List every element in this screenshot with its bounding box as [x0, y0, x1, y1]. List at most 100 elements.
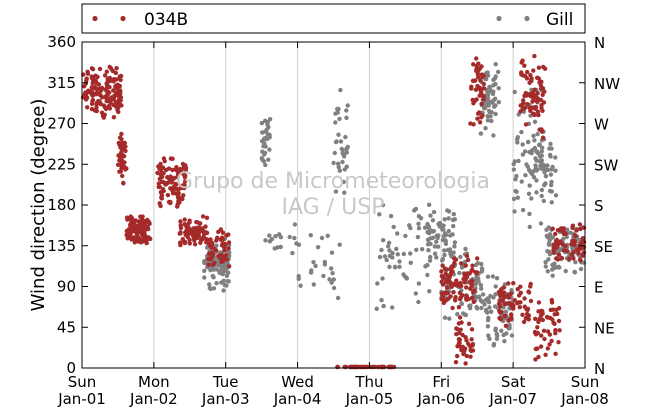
034b-point	[477, 120, 483, 125]
034b-point	[439, 291, 444, 296]
gill-point	[480, 268, 485, 273]
gill-point	[386, 240, 392, 245]
034b-point	[570, 223, 576, 228]
034b-point	[508, 312, 514, 317]
gill-point	[493, 284, 498, 289]
034b-point	[477, 93, 482, 98]
gill-point	[479, 299, 485, 304]
034b-point	[178, 223, 183, 228]
034b-point	[465, 257, 471, 263]
034b-point	[125, 217, 130, 222]
034b-point	[535, 109, 541, 114]
034b-point	[576, 251, 581, 256]
gill-point	[336, 106, 341, 112]
034b-point	[547, 315, 553, 321]
gill-point	[311, 282, 316, 287]
gill-point	[262, 152, 267, 157]
034b-point	[123, 148, 128, 154]
034b-point	[450, 305, 455, 311]
034b-point	[353, 364, 358, 370]
034b-point	[108, 100, 113, 105]
gill-point	[482, 302, 487, 307]
compass-tick-label: W	[594, 116, 609, 134]
watermark-line-2: IAG / USP	[282, 195, 385, 220]
gill-point	[535, 131, 540, 137]
y-tick-label: 270	[47, 115, 76, 133]
gill-point	[344, 108, 349, 113]
034b-point	[138, 214, 143, 219]
gill-point	[493, 292, 498, 297]
034b-point	[156, 181, 161, 186]
034b-point	[500, 290, 505, 295]
gill-point	[337, 168, 342, 173]
034b-point	[349, 364, 354, 370]
034b-point	[477, 110, 482, 115]
gill-point	[211, 286, 217, 291]
compass-tick-label: NE	[594, 319, 615, 337]
034b-point	[506, 318, 511, 323]
compass-tick-label: S	[594, 197, 604, 215]
034b-point	[497, 298, 502, 303]
034b-point	[559, 228, 564, 233]
gill-point	[446, 228, 451, 234]
gill-point	[266, 124, 271, 130]
gill-point	[535, 167, 540, 172]
034b-point	[578, 226, 583, 232]
gill-point	[263, 238, 268, 243]
034b-point	[462, 346, 468, 351]
gill-point	[336, 164, 341, 170]
gill-point	[539, 193, 544, 199]
034b-point	[89, 76, 95, 81]
034b-point	[448, 270, 454, 276]
034b-point	[158, 165, 163, 170]
034b-point	[474, 63, 479, 69]
034b-point	[535, 75, 540, 81]
gill-point	[493, 326, 498, 331]
x-tick-date: Jan-04	[273, 390, 322, 408]
034b-point	[170, 191, 176, 196]
gill-point	[531, 133, 536, 139]
034b-point	[118, 169, 124, 174]
gill-point	[483, 126, 488, 131]
034b-point	[85, 71, 91, 76]
gill-point	[475, 295, 480, 300]
vertical-grid	[153, 42, 514, 368]
034b-point	[129, 235, 134, 240]
gill-point	[380, 276, 385, 281]
034b-point	[469, 337, 474, 342]
034b-point	[178, 219, 183, 224]
gill-point	[480, 292, 486, 297]
gill-point	[377, 254, 383, 260]
gill-point	[296, 276, 301, 281]
gill-point	[538, 221, 544, 226]
gill-point	[441, 233, 447, 239]
legend-marker-gill	[496, 15, 502, 22]
gill-point	[529, 151, 534, 156]
gill-point	[416, 299, 421, 305]
034b-point	[470, 78, 476, 84]
034b-point	[459, 347, 464, 353]
gill-point	[341, 179, 346, 185]
034b-point	[118, 73, 124, 79]
gill-point	[207, 282, 212, 287]
y-axis-left: 0 45 90 135 180 225 270 315 360	[47, 33, 585, 377]
gill-point	[503, 309, 509, 314]
gill-point	[488, 89, 493, 94]
034b-point	[175, 186, 180, 192]
gill-point	[333, 189, 339, 194]
x-tick-weekday: Thu	[354, 373, 383, 391]
gill-point	[526, 139, 531, 145]
gill-point	[267, 117, 273, 122]
034b-point	[533, 93, 538, 99]
034b-point	[102, 73, 108, 78]
gill-point	[267, 147, 272, 152]
034b-point	[480, 113, 485, 118]
034b-point	[468, 347, 473, 353]
034b-point	[227, 264, 232, 269]
gill-point	[390, 250, 395, 256]
gill-point	[404, 275, 409, 280]
gill-point	[550, 273, 555, 278]
034b-point	[536, 319, 541, 325]
034b-point	[545, 346, 550, 351]
034b-point	[475, 116, 480, 121]
